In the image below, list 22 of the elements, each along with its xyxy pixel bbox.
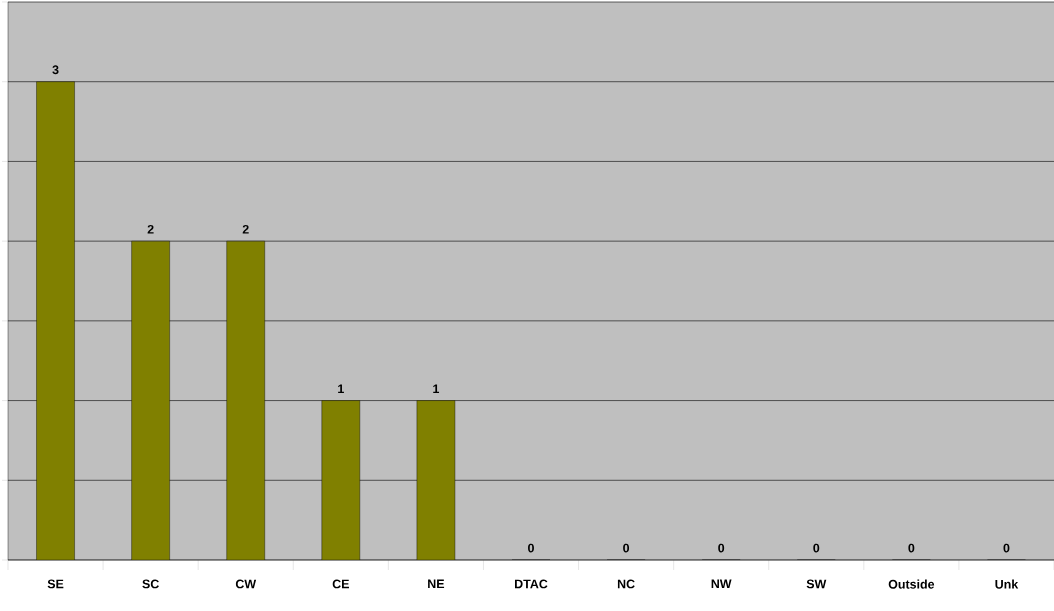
- x-tick-label: SE: [47, 579, 64, 589]
- data-label: 0: [528, 543, 534, 553]
- data-label: 1: [433, 384, 440, 394]
- x-tick-label: CE: [332, 579, 349, 589]
- data-label: 3: [52, 65, 59, 75]
- data-label: 0: [1003, 543, 1010, 553]
- x-tick-label: CW: [235, 579, 257, 589]
- x-tick-label: NW: [711, 579, 732, 589]
- data-label: 2: [242, 224, 249, 234]
- data-label: 2: [147, 224, 154, 234]
- data-label: 1: [338, 384, 344, 394]
- x-tick-label: SC: [142, 579, 159, 589]
- x-tick-label: Unk: [995, 579, 1019, 589]
- data-label: 0: [813, 543, 820, 553]
- x-tick-label: NC: [617, 579, 635, 589]
- data-label: 0: [908, 543, 915, 553]
- x-tick-label: SW: [806, 579, 827, 589]
- data-label: 0: [623, 543, 630, 553]
- data-label: 0: [718, 543, 725, 553]
- x-tick-label: Outside: [888, 579, 935, 589]
- x-tick-label: DTAC: [515, 579, 548, 589]
- x-tick-label: NE: [428, 579, 445, 589]
